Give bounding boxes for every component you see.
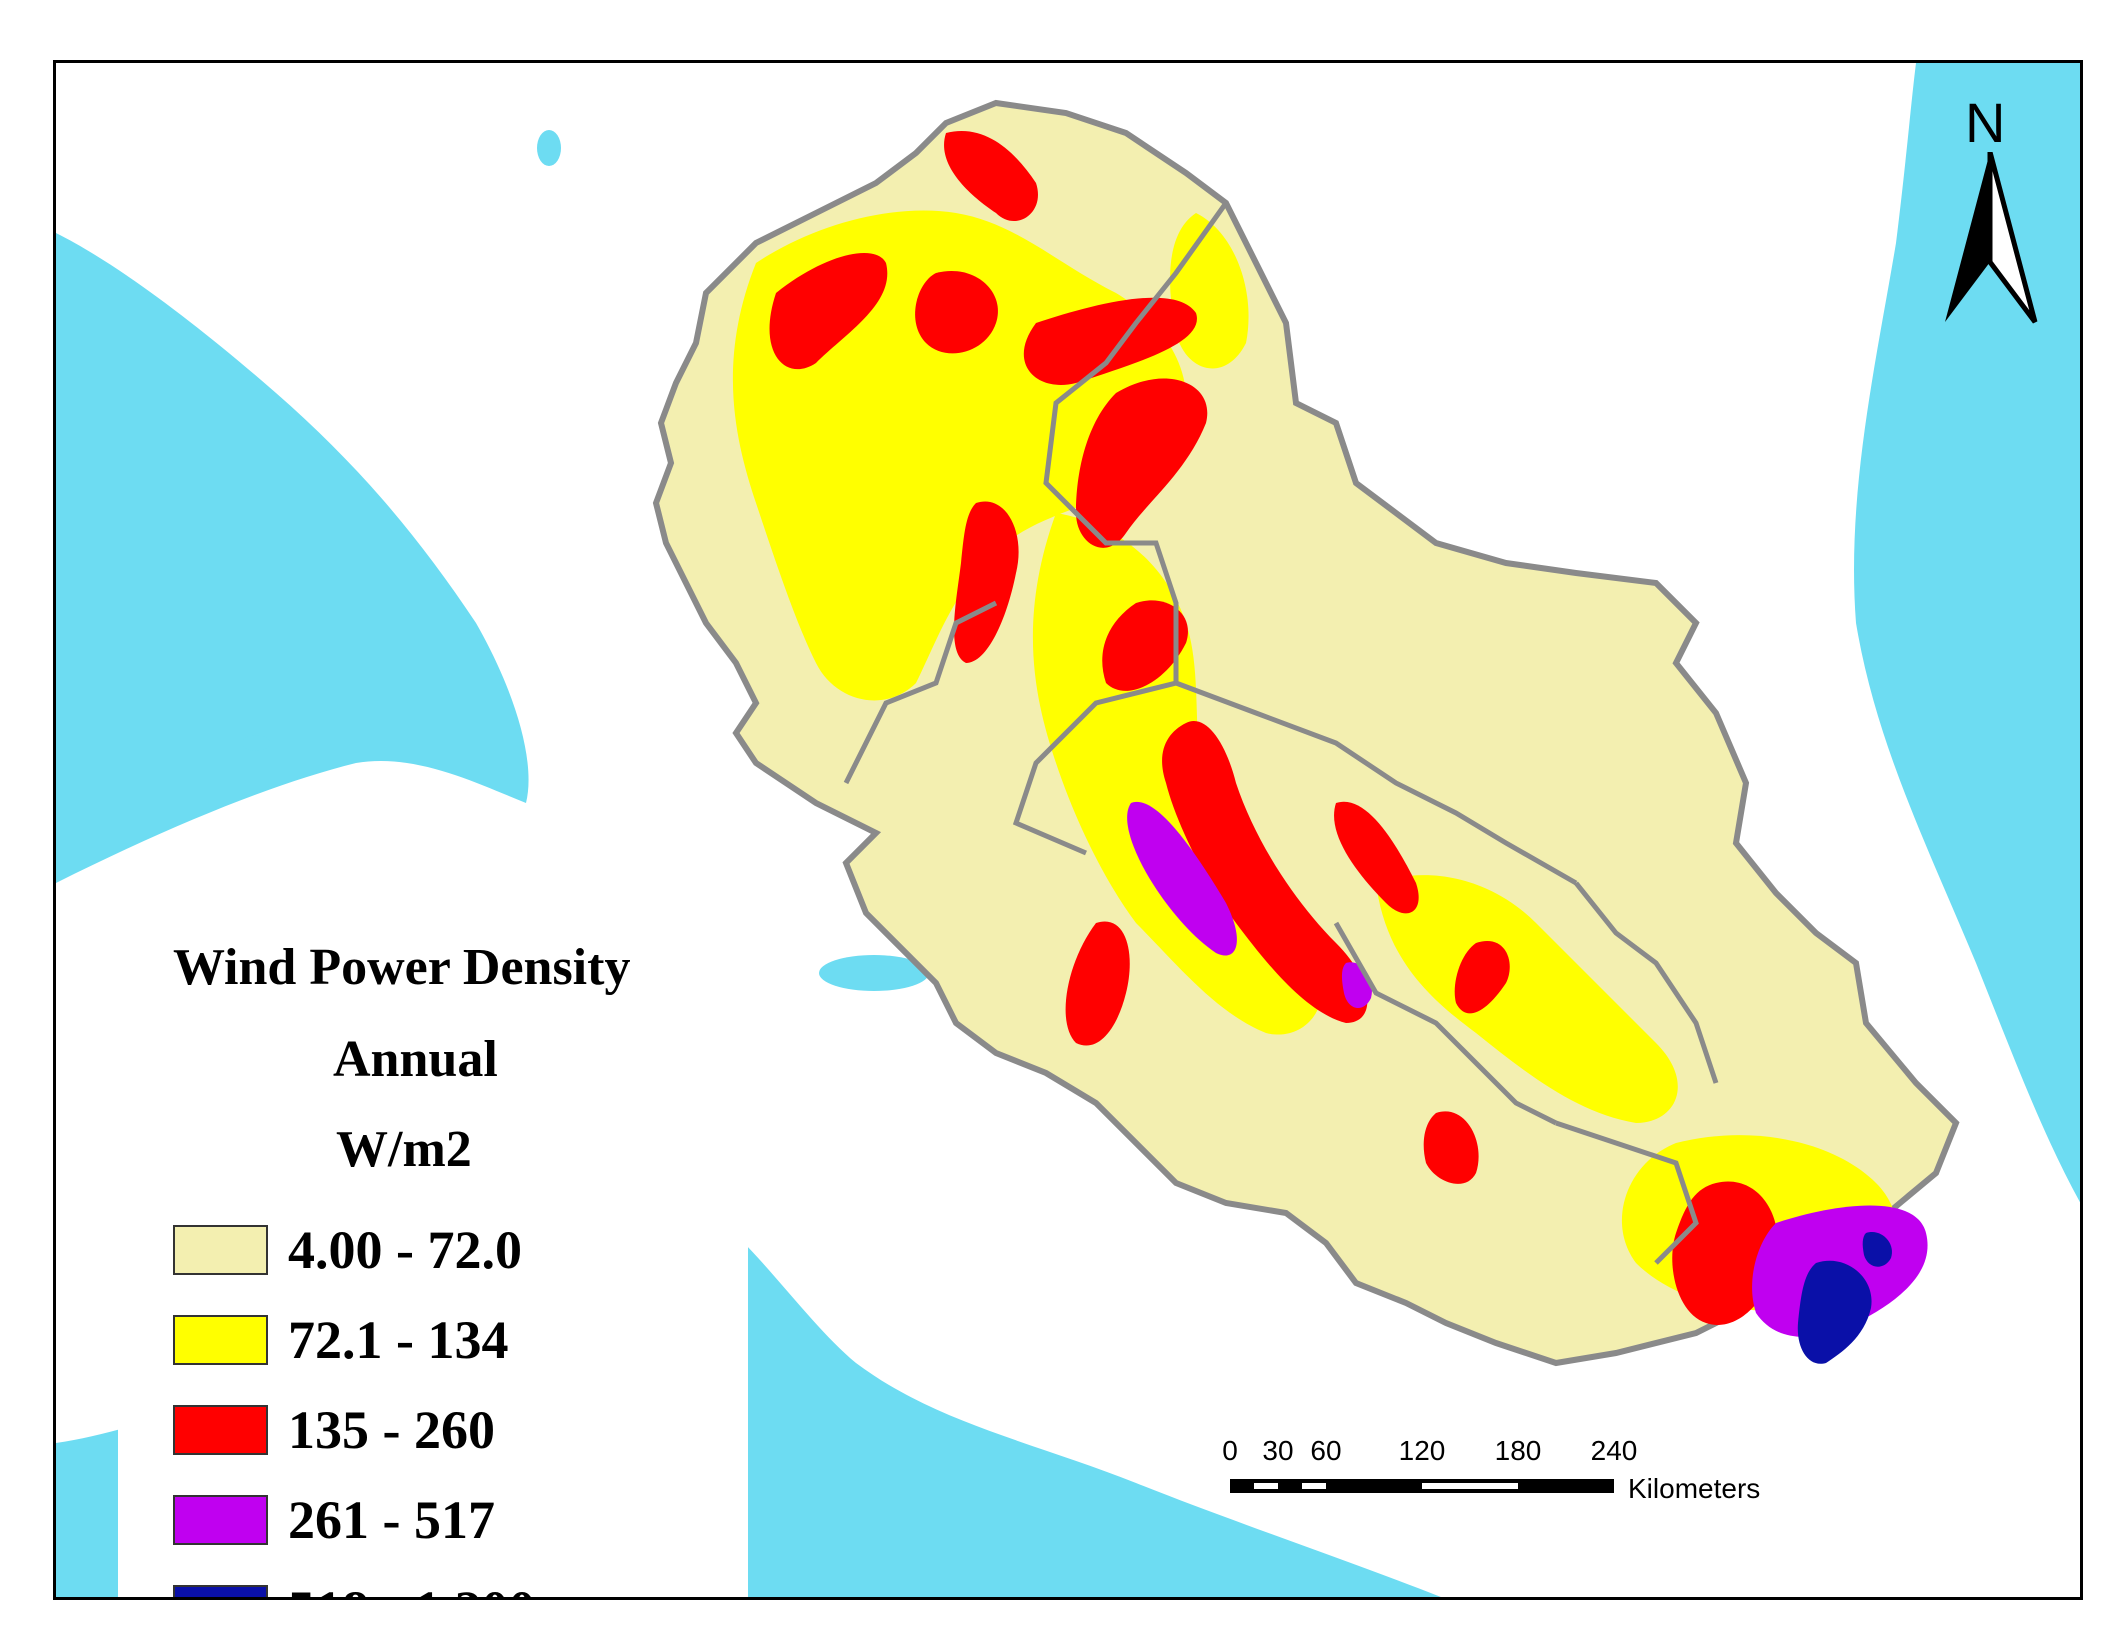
scale-tick-label: 240 <box>1590 1435 1638 1466</box>
scale-tick-label: 60 <box>1310 1435 1342 1466</box>
scale-tick-label: 180 <box>1494 1435 1542 1466</box>
legend-label: 518 - 1,200 <box>288 1579 535 1597</box>
legend-title: Wind Power Density <box>173 939 631 996</box>
ocean-east <box>1854 63 2080 1203</box>
legend-swatch <box>173 1405 268 1455</box>
legend-label: 261 - 517 <box>288 1490 495 1550</box>
lake <box>537 130 561 166</box>
lake <box>819 955 929 991</box>
legend-unit: W/m2 <box>336 1121 472 1178</box>
legend: Wind Power Density Annual W/m2 4.00 - 72… <box>118 938 748 1597</box>
legend-item: 261 - 517 <box>173 1490 495 1550</box>
legend-swatch <box>173 1495 268 1545</box>
legend-swatch <box>173 1315 268 1365</box>
island <box>242 735 270 751</box>
ocean-west <box>56 233 529 883</box>
legend-item: 4.00 - 72.0 <box>173 1220 522 1280</box>
zone-blue <box>1797 1232 1892 1364</box>
scale-bar: 0 30 60 120 180 240 Kilometers <box>1222 1435 1790 1505</box>
north-arrow-icon <box>1945 152 2038 324</box>
scale-bar-graphic <box>1230 1479 1614 1493</box>
legend-label: 135 - 260 <box>288 1400 495 1460</box>
legend-item: 518 - 1,200 <box>173 1579 535 1597</box>
scale-tick-label: 120 <box>1398 1435 1446 1466</box>
legend-item: 72.1 - 134 <box>173 1310 508 1370</box>
legend-label: 4.00 - 72.0 <box>288 1220 522 1280</box>
north-label: N <box>1965 91 2006 154</box>
map-canvas <box>56 63 2080 1597</box>
scale-tick-label: 0 <box>1222 1435 1238 1466</box>
legend-item: 135 - 260 <box>173 1400 495 1460</box>
zone-red <box>769 131 1778 1325</box>
scale-tick-label: 30 <box>1262 1435 1294 1466</box>
scale-unit-label: Kilometers <box>1628 1473 1761 1504</box>
legend-subtitle: Annual <box>333 1031 498 1088</box>
map-frame: Wind Power Density Annual W/m2 4.00 - 72… <box>53 60 2083 1600</box>
north-arrow: N <box>1935 90 2045 330</box>
state-boundaries <box>843 201 1719 1265</box>
legend-label: 72.1 - 134 <box>288 1310 509 1370</box>
legend-swatch <box>173 1585 268 1597</box>
legend-swatch <box>173 1225 268 1275</box>
